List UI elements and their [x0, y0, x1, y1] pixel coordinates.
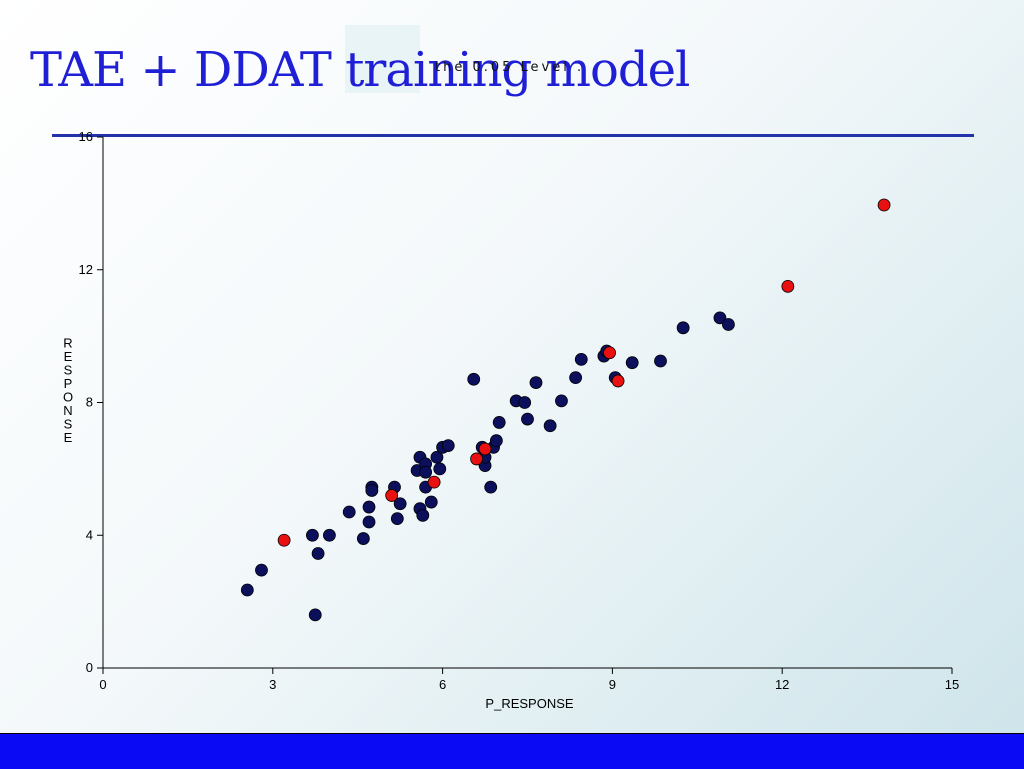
y-axis-label-letter: S — [64, 362, 73, 377]
y-tick-label: 16 — [79, 129, 93, 144]
data-point-blue — [240, 583, 254, 597]
y-axis-label-letter: S — [64, 416, 73, 431]
data-point-blue — [529, 376, 543, 389]
x-tick-label: 0 — [99, 677, 106, 692]
footer-bar — [0, 733, 1024, 769]
data-point-red — [611, 374, 625, 388]
y-tick-label: 4 — [86, 527, 93, 542]
data-point-blue — [356, 532, 370, 545]
x-tick-label: 3 — [269, 677, 276, 692]
data-point-red — [470, 452, 483, 466]
data-point-blue — [342, 505, 356, 519]
y-axis-label-letter: R — [63, 335, 72, 350]
x-tick-label: 15 — [945, 677, 959, 692]
x-tick-label: 12 — [775, 677, 789, 692]
data-point-blue — [306, 528, 319, 542]
y-tick-label: 12 — [79, 262, 93, 277]
data-point-blue — [441, 439, 455, 453]
data-point-blue — [484, 480, 498, 494]
x-axis-label: P_RESPONSE — [485, 696, 573, 711]
data-point-blue — [625, 356, 639, 370]
data-point-blue — [311, 547, 325, 560]
y-axis-label-letter: N — [63, 403, 72, 418]
y-axis-label: RESPONSE — [63, 335, 73, 445]
x-tick-label: 9 — [609, 677, 616, 692]
data-point-blue — [467, 372, 481, 386]
title-rule — [52, 134, 974, 137]
data-point-red — [385, 489, 399, 502]
data-point-blue — [518, 396, 532, 409]
data-point-red — [277, 533, 291, 547]
data-point-blue — [521, 412, 534, 426]
data-point-blue — [433, 462, 447, 476]
data-point-blue — [416, 508, 430, 522]
data-point-blue — [362, 515, 376, 529]
data-point-blue — [255, 563, 268, 577]
data-point-blue — [365, 484, 379, 497]
data-point-red — [781, 279, 795, 293]
x-tick-label: 6 — [439, 677, 446, 692]
data-point-red — [603, 346, 616, 360]
chart-marks — [240, 198, 891, 622]
data-point-blue — [492, 416, 506, 429]
y-axis-label-letter: O — [63, 389, 73, 404]
axes: 0 3 6 9 12 15 0 4 8 12 16 — [79, 129, 960, 692]
data-point-red — [877, 198, 891, 212]
slide-title: TAE + DDAT training model — [30, 42, 690, 98]
data-point-blue — [713, 311, 727, 325]
data-point-blue — [308, 608, 322, 622]
y-axis-label-letter: P — [64, 376, 73, 391]
data-point-blue — [390, 512, 404, 526]
y-tick-label: 8 — [86, 395, 93, 410]
data-point-red — [478, 442, 492, 456]
data-point-blue — [419, 465, 433, 479]
data-point-blue — [322, 528, 336, 542]
data-point-blue — [676, 321, 690, 335]
data-point-blue — [555, 394, 568, 408]
y-tick-label: 0 — [86, 660, 93, 675]
data-point-red — [427, 475, 441, 489]
title-overlay-box — [345, 25, 420, 93]
data-point-blue — [574, 352, 588, 366]
data-point-blue — [489, 434, 503, 448]
data-point-blue — [654, 354, 667, 368]
data-point-blue — [543, 419, 557, 433]
data-point-blue — [722, 318, 735, 331]
data-point-blue — [424, 495, 438, 509]
data-point-blue — [569, 371, 583, 385]
data-point-blue — [362, 500, 376, 514]
overlay-caption: the 0.05 Level . — [435, 60, 585, 75]
data-point-blue — [393, 497, 407, 511]
y-axis-label-letter: E — [64, 430, 73, 445]
y-axis-label-letter: E — [64, 349, 73, 364]
